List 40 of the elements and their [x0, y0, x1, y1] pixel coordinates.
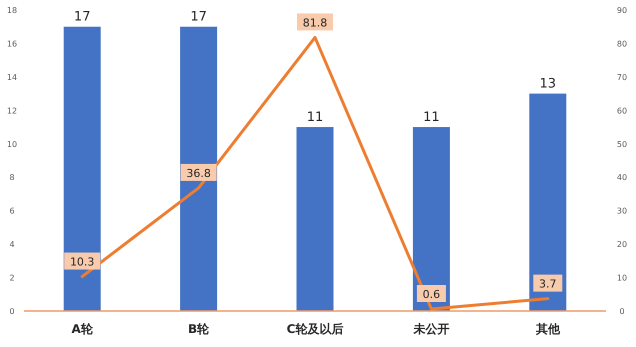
bar: [296, 127, 334, 311]
y2-tick-label: 0: [619, 307, 625, 316]
y-tick-label: 14: [6, 72, 18, 82]
data-label: 11: [306, 110, 324, 126]
y-tick-label: 16: [6, 39, 18, 48]
y-tick-label: 2: [9, 274, 15, 283]
bar: [529, 94, 566, 311]
data-label: 81.8: [302, 16, 328, 30]
y2-tick-label: 70: [616, 72, 628, 82]
y2-tick-label: 50: [616, 140, 628, 149]
y2-tick-label: 40: [616, 173, 628, 182]
data-label: 17: [190, 10, 207, 25]
data-label: 11: [423, 110, 440, 126]
y2-tick-label: 20: [616, 240, 628, 250]
x-tick-label: C轮及以后: [286, 322, 344, 336]
y2-tick-label: 60: [616, 106, 628, 116]
data-label: 17: [74, 10, 90, 25]
data-label: 13: [540, 76, 556, 92]
data-label: 3.7: [539, 278, 557, 291]
bar: [180, 26, 218, 311]
y-tick-label: 12: [6, 106, 18, 116]
y-tick-label: 4: [9, 240, 15, 250]
x-tick-label: A轮: [72, 322, 94, 336]
x-tick-label: 未公开: [412, 322, 450, 336]
bar: [412, 127, 450, 311]
y-tick-label: 0: [9, 307, 15, 316]
y-tick-label: 10: [6, 140, 18, 149]
data-label: 36.8: [186, 166, 211, 180]
x-tick-label: 其他: [534, 322, 561, 336]
y2-tick-label: 90: [616, 6, 628, 15]
y-tick-label: 6: [9, 206, 15, 216]
bar: [64, 26, 101, 311]
y-tick-label: 18: [6, 6, 18, 15]
y-tick-label: 8: [9, 173, 15, 182]
y2-tick-label: 10: [616, 274, 628, 283]
y2-tick-label: 80: [616, 39, 628, 48]
data-label: 10.3: [70, 256, 94, 269]
x-tick-label: B轮: [188, 322, 210, 336]
data-label: 0.6: [422, 288, 440, 301]
y2-tick-label: 30: [616, 206, 628, 216]
